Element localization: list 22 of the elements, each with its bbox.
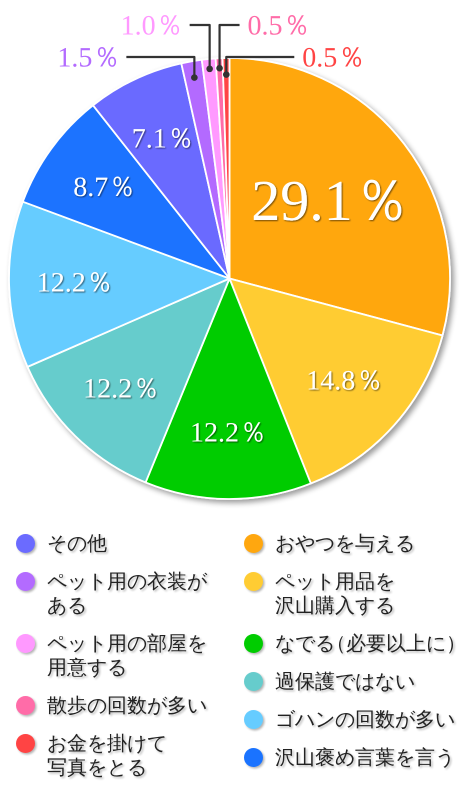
legend-label: ペット用品を沢山購入する [275,568,396,616]
data-label: 12.2％ [190,417,268,448]
data-label: 29.1％ [251,168,411,234]
data-label: 0.5％ [248,10,311,42]
legend-label: その他 [47,530,108,554]
legend-label: 過保護ではない [275,668,416,692]
legend-label: ペット用の衣装がある [47,568,208,616]
legend-label: おやつを与える [275,530,416,554]
data-label: 7.1％ [132,124,195,155]
legend-label: 沢山褒め言葉を言う [275,744,456,768]
legend-label: なでる（必要以上に） [275,630,466,654]
data-label: 8.7％ [73,172,136,204]
legend-label: 散歩の回数が多い [47,692,208,716]
data-label: 0.5％ [302,42,366,74]
data-label: 1.0％ [120,10,184,42]
legend-label: お金を掛けて写真をとる [47,730,168,778]
data-label: 12.2％ [36,267,114,298]
data-label: 12.2％ [83,373,160,404]
legend-label: ゴハンの回数が多い [275,706,456,730]
data-label: 14.8％ [306,366,384,397]
data-label: 1.5％ [57,42,120,74]
legend-label: ペット用の部屋を用意する [47,630,208,678]
